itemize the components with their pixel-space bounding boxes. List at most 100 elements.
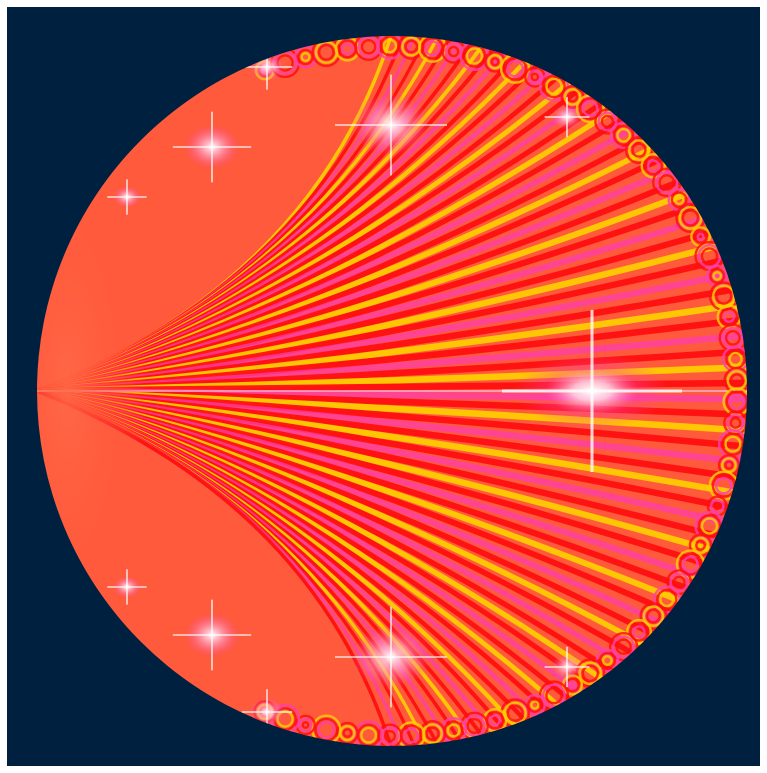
rim-lobe	[342, 728, 353, 739]
rim-lobe	[628, 139, 650, 161]
rim-lobe	[658, 174, 676, 191]
rim-lobe	[601, 655, 613, 666]
rim-lobe	[645, 608, 661, 624]
rim-lobe	[695, 539, 706, 551]
rim-lobe	[713, 501, 722, 511]
rim-lobes	[253, 36, 747, 746]
rim-lobe	[566, 91, 579, 103]
rim-lobe	[691, 536, 710, 554]
rim-lobe	[530, 72, 540, 82]
rim-lobe	[404, 39, 419, 54]
rim-lobe	[681, 209, 700, 227]
rim-lobe	[298, 717, 313, 733]
rim-lobe	[696, 232, 705, 241]
rim-lobe	[487, 53, 503, 70]
rim-lobe	[301, 721, 310, 729]
rim-lobe	[382, 38, 398, 54]
rim-lobe	[655, 170, 679, 194]
rim-lobe	[616, 127, 632, 143]
rim-lobe	[625, 618, 652, 645]
rim-lobe	[682, 555, 699, 573]
rim-lobe	[466, 717, 483, 735]
rim-lobe	[600, 114, 615, 129]
rim-lobe	[563, 88, 582, 106]
left-haze	[37, 131, 147, 651]
rim-lobe	[729, 416, 742, 429]
rim-lobe	[697, 244, 722, 269]
rim-lobe	[656, 588, 678, 611]
rim-lobe	[678, 552, 702, 576]
rim-lobe	[582, 100, 599, 117]
rim-lobe	[484, 50, 506, 73]
rim-lobe	[581, 664, 599, 683]
rim-lobe	[700, 247, 719, 265]
rim-lobe	[447, 45, 460, 58]
rim-lobe	[697, 514, 722, 538]
rim-lobe	[506, 704, 524, 722]
rim-lobe	[728, 393, 745, 410]
rim-lobe	[700, 517, 719, 535]
rim-lobe	[639, 602, 668, 631]
rim-lobe	[712, 271, 723, 281]
rim-lobe	[598, 651, 617, 670]
rim-lobe	[545, 77, 563, 96]
rim-lobe	[317, 43, 335, 61]
rim-lobe	[612, 635, 636, 659]
rim-lobe	[360, 726, 378, 744]
rim-lobe	[568, 680, 577, 690]
rim-lobe	[672, 575, 686, 589]
rim-lobe	[490, 57, 500, 67]
fractal-disc	[37, 36, 747, 746]
rim-lobe	[624, 136, 654, 165]
rim-lobe	[446, 723, 461, 738]
rim-lobe	[728, 351, 743, 367]
rim-lobe	[465, 47, 484, 65]
rim-lobe	[300, 51, 311, 63]
rim-lobe	[722, 310, 736, 324]
rim-lobe	[403, 727, 420, 744]
rim-lobe	[541, 683, 566, 708]
rim-lobe	[597, 111, 618, 132]
rim-lobe	[424, 40, 441, 57]
rim-lobe	[594, 108, 621, 135]
rim-lobe	[678, 205, 703, 230]
rim-lobe	[669, 572, 689, 592]
rim-lobe	[724, 460, 734, 470]
rim-lobe	[629, 622, 649, 642]
rim-lobe	[714, 476, 733, 495]
rim-lobe	[609, 121, 638, 150]
rim-lobe	[526, 697, 543, 713]
rim-lobe	[527, 69, 543, 85]
rim-lobe	[489, 714, 501, 727]
rim-lobe	[360, 39, 377, 55]
rim-lobe	[612, 124, 635, 146]
rim-lobe	[705, 264, 729, 288]
rim-lobe	[615, 638, 632, 655]
rim-lobe	[659, 592, 675, 608]
fractal-image	[7, 7, 760, 766]
rim-lobe	[693, 229, 708, 244]
rim-lobe	[578, 97, 602, 121]
rim-lobe	[542, 74, 566, 99]
rim-lobe	[709, 498, 725, 514]
rim-lobe	[642, 605, 665, 627]
rim-lobe	[646, 159, 660, 173]
image-frame	[7, 7, 760, 766]
rim-lobe	[530, 700, 540, 710]
rim-lobe	[631, 142, 647, 158]
rim-lobe	[729, 373, 744, 388]
rim-lobe	[632, 625, 646, 639]
rim-lobe	[670, 191, 688, 209]
rim-lobe	[341, 42, 354, 56]
highlight-glows	[107, 44, 682, 735]
rim-lobe	[724, 329, 741, 346]
rim-lobe	[317, 720, 336, 739]
rim-lobe	[383, 729, 397, 743]
rim-lobe	[425, 726, 440, 741]
rim-lobe	[506, 59, 524, 78]
rim-lobe	[673, 194, 685, 206]
rim-lobe	[709, 267, 726, 284]
rim-lobe	[545, 686, 563, 705]
rim-lobe	[715, 287, 733, 305]
rim-lobe	[724, 435, 742, 453]
